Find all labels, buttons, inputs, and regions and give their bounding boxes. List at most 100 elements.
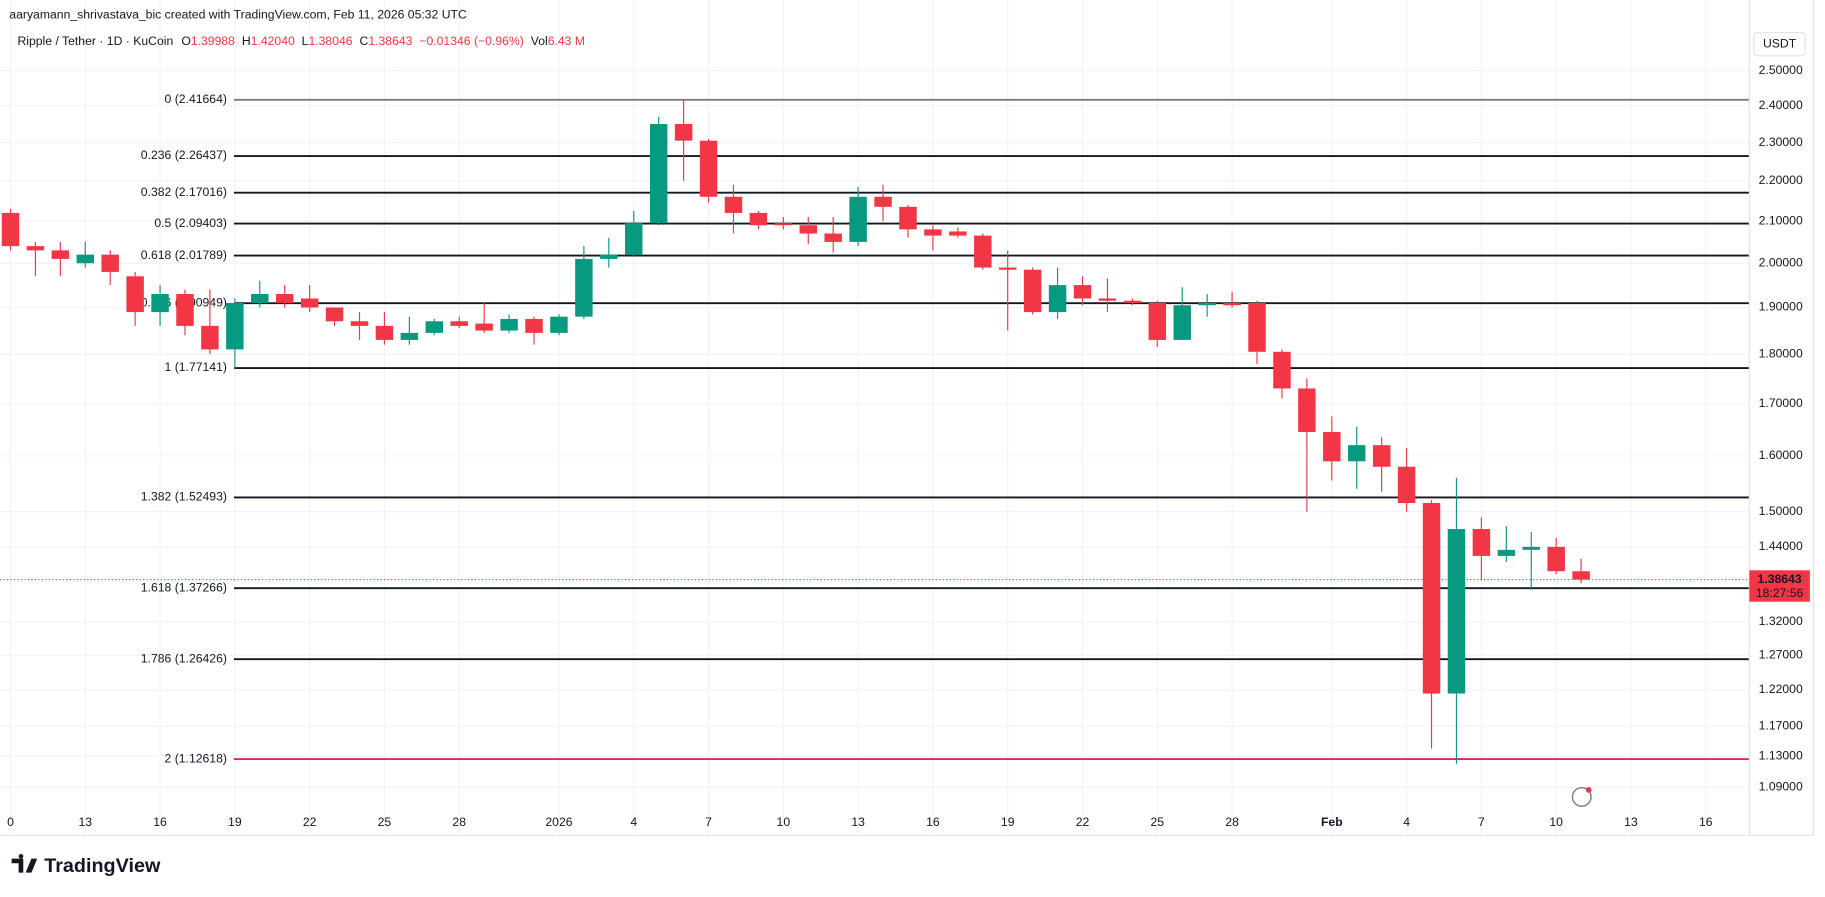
fib-label: 1.618 (1.37266) — [141, 580, 227, 594]
x-tick-label: 4 — [630, 815, 637, 829]
candle-body — [375, 325, 394, 340]
ohlc-label: H — [242, 34, 251, 48]
candle-body — [400, 332, 419, 340]
candle-body — [1, 212, 20, 247]
ohlc-value: 1.39988 — [191, 34, 235, 48]
x-tick-label: 25 — [1151, 815, 1165, 829]
candle-body — [674, 123, 693, 141]
symbol-legend: Ripple / Tether · 1D · KuCoin O1.39988 H… — [17, 34, 585, 48]
candle-body — [26, 246, 45, 251]
candle-body — [1273, 351, 1291, 389]
candle-body — [76, 254, 94, 264]
alert-icon[interactable] — [1571, 786, 1592, 807]
ohlc-label: L — [302, 34, 309, 48]
alert-dot[interactable] — [1585, 787, 1592, 793]
axes — [0, 0, 1814, 836]
candle-body — [450, 321, 468, 326]
y-tick-label: 2.00000 — [1759, 255, 1803, 269]
candle-body — [1572, 571, 1590, 580]
x-tick-label: Feb — [1321, 815, 1343, 829]
fib-label: 1.786 (1.26426) — [141, 651, 227, 665]
candle-body — [625, 223, 643, 255]
currency-box[interactable] — [1753, 31, 1806, 57]
x-tick-label: 10 — [1549, 815, 1563, 829]
x-tick-label: 2026 — [545, 815, 572, 829]
candle-body — [425, 321, 444, 333]
fib-label: 1.382 (1.52493) — [141, 490, 227, 504]
candle-body — [300, 298, 319, 308]
ohlc-value: 1.38046 — [308, 34, 352, 48]
candle-body — [275, 293, 294, 303]
candle-body — [325, 307, 344, 322]
x-tick-label: 10 — [777, 815, 791, 829]
candle-body — [974, 235, 992, 268]
candle-body — [600, 254, 618, 259]
candle-body — [1323, 431, 1341, 462]
ohlc-label: O — [181, 34, 191, 48]
candle-body — [1173, 305, 1191, 340]
x-tick-label: 13 — [851, 815, 865, 829]
y-tick-label: 1.80000 — [1759, 346, 1803, 360]
ohlc-value: 1.42040 — [251, 34, 295, 48]
y-tick-label: 1.44000 — [1759, 539, 1803, 553]
candle-body — [1098, 298, 1117, 301]
y-tick-label: 2.30000 — [1759, 135, 1803, 149]
currency[interactable]: USDT — [1763, 36, 1797, 50]
candle-body — [151, 293, 169, 313]
y-tick-label: 1.09000 — [1759, 780, 1803, 794]
candle-body — [774, 223, 793, 226]
y-tick-label: 2.50000 — [1759, 63, 1803, 77]
candle-body — [51, 250, 70, 259]
candle-body — [1198, 302, 1216, 306]
candle-body — [1422, 503, 1441, 694]
fib-label: 1 (1.77141) — [165, 360, 227, 374]
candle-body — [899, 206, 917, 230]
candle-body — [1372, 445, 1391, 467]
y-tick-label: 1.50000 — [1759, 504, 1803, 518]
last-price-label: 1.38643 — [1758, 572, 1802, 586]
candle-body — [251, 293, 269, 303]
candle-body — [649, 123, 668, 224]
y-tick-label: 1.90000 — [1759, 300, 1803, 314]
candle-body — [1248, 302, 1266, 352]
vol-label: Vol — [531, 34, 548, 48]
fib-label: 0.5 (2.09403) — [154, 216, 227, 230]
x-tick-label: 22 — [303, 815, 317, 829]
candle-body — [101, 254, 119, 272]
x-tick-label: 22 — [1076, 815, 1090, 829]
candle-body — [1522, 546, 1540, 550]
x-tick-label: 19 — [1001, 815, 1015, 829]
candle-body — [849, 196, 867, 242]
candle-body — [1547, 546, 1565, 572]
last-price-box — [1749, 570, 1810, 602]
x-tick-label: 4 — [1403, 815, 1410, 829]
y-tick-label: 1.60000 — [1759, 448, 1803, 462]
x-tick-label: 16 — [926, 815, 940, 829]
candle-body — [126, 276, 144, 313]
candle-body — [176, 293, 194, 326]
candle-body — [949, 231, 967, 236]
candle-body — [924, 229, 942, 236]
candle-body — [525, 318, 543, 333]
logo-text: TradingView — [44, 855, 161, 877]
y-tick-label: 1.17000 — [1759, 718, 1803, 732]
symbol: Ripple / Tether · 1D · KuCoin — [17, 34, 173, 48]
alert-circle[interactable] — [1571, 786, 1592, 807]
candle-body — [350, 321, 369, 326]
candle-body — [1148, 302, 1167, 340]
x-tick-label: 28 — [1225, 815, 1239, 829]
candle-body — [799, 225, 817, 234]
vol-value: 6.43 M — [548, 34, 585, 48]
candle-body — [1223, 302, 1241, 306]
y-tick-label: 2.40000 — [1759, 98, 1803, 112]
candle-body — [998, 267, 1017, 270]
candle-body — [550, 316, 568, 333]
ohlc-value: 1.38643 — [368, 34, 412, 48]
fib-label: 0.236 (2.26437) — [141, 148, 227, 162]
candle-body — [1023, 269, 1042, 313]
candle-body — [1472, 529, 1491, 556]
y-tick-label: 1.32000 — [1759, 614, 1803, 628]
candle-body — [475, 323, 493, 331]
